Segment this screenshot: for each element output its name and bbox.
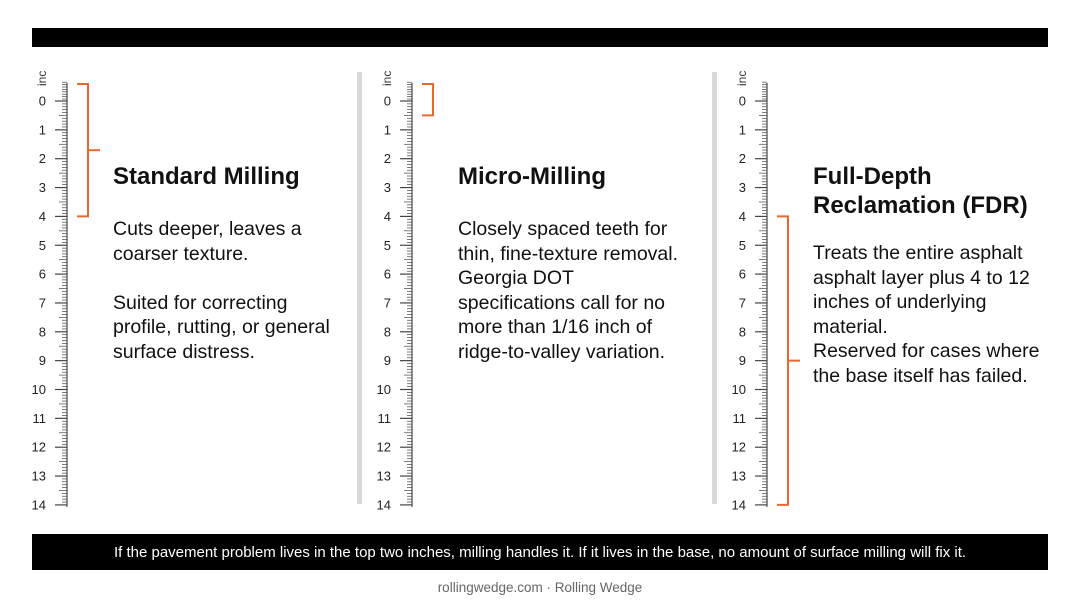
- tick-label: 8: [739, 324, 746, 339]
- tick-label: 7: [739, 295, 746, 310]
- body-standard-milling: Cuts deeper, leaves a coarser texture. S…: [113, 217, 338, 364]
- depth-bracket: [777, 215, 800, 506]
- tick-label: 14: [732, 497, 746, 512]
- tick-label: 9: [739, 353, 746, 368]
- tick-label: 7: [39, 295, 46, 310]
- column-divider: [357, 72, 362, 504]
- tick-label: 6: [384, 267, 391, 282]
- tick-label: 1: [39, 122, 46, 137]
- tick-label: 5: [739, 238, 746, 253]
- tick-label: 8: [39, 324, 46, 339]
- tick-label: 7: [384, 295, 391, 310]
- tick-label: 0: [384, 94, 391, 109]
- tick-label: 6: [39, 267, 46, 282]
- fdr-para-2: Reserved for cases where the base itself…: [813, 340, 1040, 387]
- title-standard-milling: Standard Milling: [113, 163, 300, 190]
- credit-line: rollingwedge.com · Rolling Wedge: [437, 580, 643, 595]
- tick-label: 10: [732, 382, 746, 397]
- standard-milling-para-2: Suited for correcting profile, rutting, …: [113, 291, 330, 363]
- tick-label: 1: [739, 122, 746, 137]
- unit-label: inc: [35, 71, 49, 86]
- fdr-para-1: Treats the entire asphalt asphalt layer …: [813, 242, 1030, 338]
- tick-label: 14: [377, 497, 391, 512]
- tick-label: 2: [39, 151, 46, 166]
- tick-label: 2: [384, 151, 391, 166]
- standard-milling-para-1: Cuts deeper, leaves a coarser texture.: [113, 218, 302, 265]
- tick-label: 0: [739, 94, 746, 109]
- tick-label: 5: [384, 238, 391, 253]
- tick-label: 14: [32, 497, 46, 512]
- body-full-depth-reclamation: Treats the entire asphalt asphalt layer …: [813, 241, 1058, 388]
- footer-message: If the pavement problem lives in the top…: [113, 543, 967, 561]
- tick-label: 13: [32, 469, 46, 484]
- title-full-depth-reclamation: Full-Depth Reclamation (FDR): [813, 163, 1028, 219]
- body-micro-milling: Closely spaced teeth for thin, fine-text…: [458, 217, 693, 364]
- unit-label: inc: [380, 71, 394, 86]
- tick-label: 6: [739, 267, 746, 282]
- depth-bracket: [422, 83, 434, 117]
- tick-label: 11: [733, 411, 747, 426]
- title-micro-milling: Micro-Milling: [458, 163, 606, 190]
- tick-label: 0: [39, 94, 46, 109]
- tick-label: 3: [39, 180, 46, 195]
- micro-milling-para-1: Closely spaced teeth for thin, fine-text…: [458, 218, 679, 265]
- top-bar: [32, 28, 1048, 47]
- tick-label: 4: [39, 209, 46, 224]
- tick-label: 3: [384, 180, 391, 195]
- tick-label: 11: [378, 411, 392, 426]
- depth-bracket: [77, 83, 100, 218]
- tick-label: 8: [384, 324, 391, 339]
- tick-label: 1: [384, 122, 391, 137]
- tick-label: 10: [32, 382, 46, 397]
- micro-milling-para-2: Georgia DOT specifications call for no m…: [458, 267, 666, 363]
- footer-message-bar: If the pavement problem lives in the top…: [32, 534, 1048, 570]
- tick-label: 4: [384, 209, 391, 224]
- tick-label: 12: [377, 440, 391, 455]
- tick-label: 9: [384, 353, 391, 368]
- tick-label: 11: [33, 411, 47, 426]
- column-divider: [712, 72, 717, 504]
- tick-label: 4: [739, 209, 746, 224]
- tick-label: 12: [732, 440, 746, 455]
- tick-label: 10: [377, 382, 391, 397]
- unit-label: inc: [735, 71, 749, 86]
- tick-label: 13: [377, 469, 391, 484]
- tick-label: 3: [739, 180, 746, 195]
- tick-label: 9: [39, 353, 46, 368]
- tick-label: 13: [732, 469, 746, 484]
- tick-label: 12: [32, 440, 46, 455]
- tick-label: 2: [739, 151, 746, 166]
- tick-label: 5: [39, 238, 46, 253]
